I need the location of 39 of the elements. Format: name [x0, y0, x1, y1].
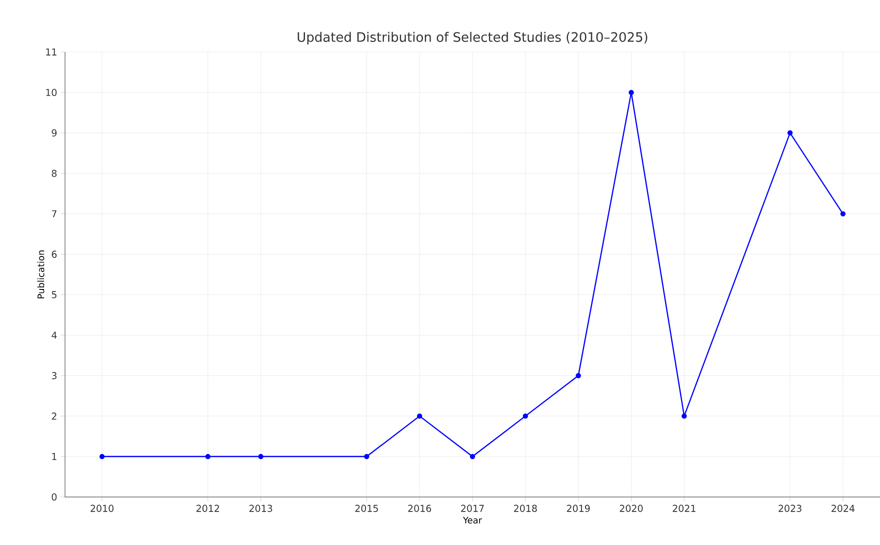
- x-tick-label: 2021: [672, 504, 696, 512]
- point: [470, 454, 476, 460]
- x-tick-label: 2016: [408, 504, 432, 512]
- point: [205, 454, 210, 460]
- y-tick-label: 7: [52, 210, 56, 218]
- point: [628, 90, 634, 96]
- x-tick-label: 2020: [620, 504, 643, 512]
- point: [787, 130, 793, 136]
- point: [576, 373, 581, 378]
- point: [364, 454, 370, 460]
- y-tick-label: 4: [52, 332, 57, 339]
- x-tick-label: 2018: [514, 504, 537, 512]
- x-tick-label: 2023: [778, 504, 802, 512]
- x-tick-label: 2024: [832, 504, 855, 512]
- point: [416, 413, 422, 419]
- y-tick-label: 2: [52, 412, 56, 420]
- chart-title: Updated Distribution of Selected Studies (2010–2025): [298, 32, 648, 44]
- y-tick-label: 6: [52, 250, 57, 258]
- y-tick-label: 5: [52, 291, 56, 298]
- y-tick-label: 3: [52, 372, 56, 380]
- y-tick-label: 10: [46, 88, 57, 96]
- point: [682, 413, 687, 419]
- y-axis-title: Publication: [37, 250, 44, 298]
- point: [840, 211, 846, 216]
- point: [522, 413, 528, 419]
- y-tick-label: 1: [52, 453, 56, 460]
- x-tick-label: 2017: [461, 504, 484, 512]
- point: [99, 454, 105, 460]
- x-tick-label: 2019: [566, 504, 590, 512]
- y-tick-label: 9: [52, 129, 57, 136]
- x-tick-label: 2013: [249, 504, 272, 512]
- x-tick-label: 2010: [90, 504, 114, 512]
- y-tick-label: 8: [52, 170, 57, 177]
- x-tick-label: 2012: [196, 504, 220, 512]
- point: [258, 454, 264, 460]
- x-axis-title: Year: [462, 516, 482, 524]
- y-tick-label: 11: [46, 48, 56, 56]
- y-tick-label: 0: [52, 493, 57, 501]
- x-tick-label: 2015: [355, 504, 378, 512]
